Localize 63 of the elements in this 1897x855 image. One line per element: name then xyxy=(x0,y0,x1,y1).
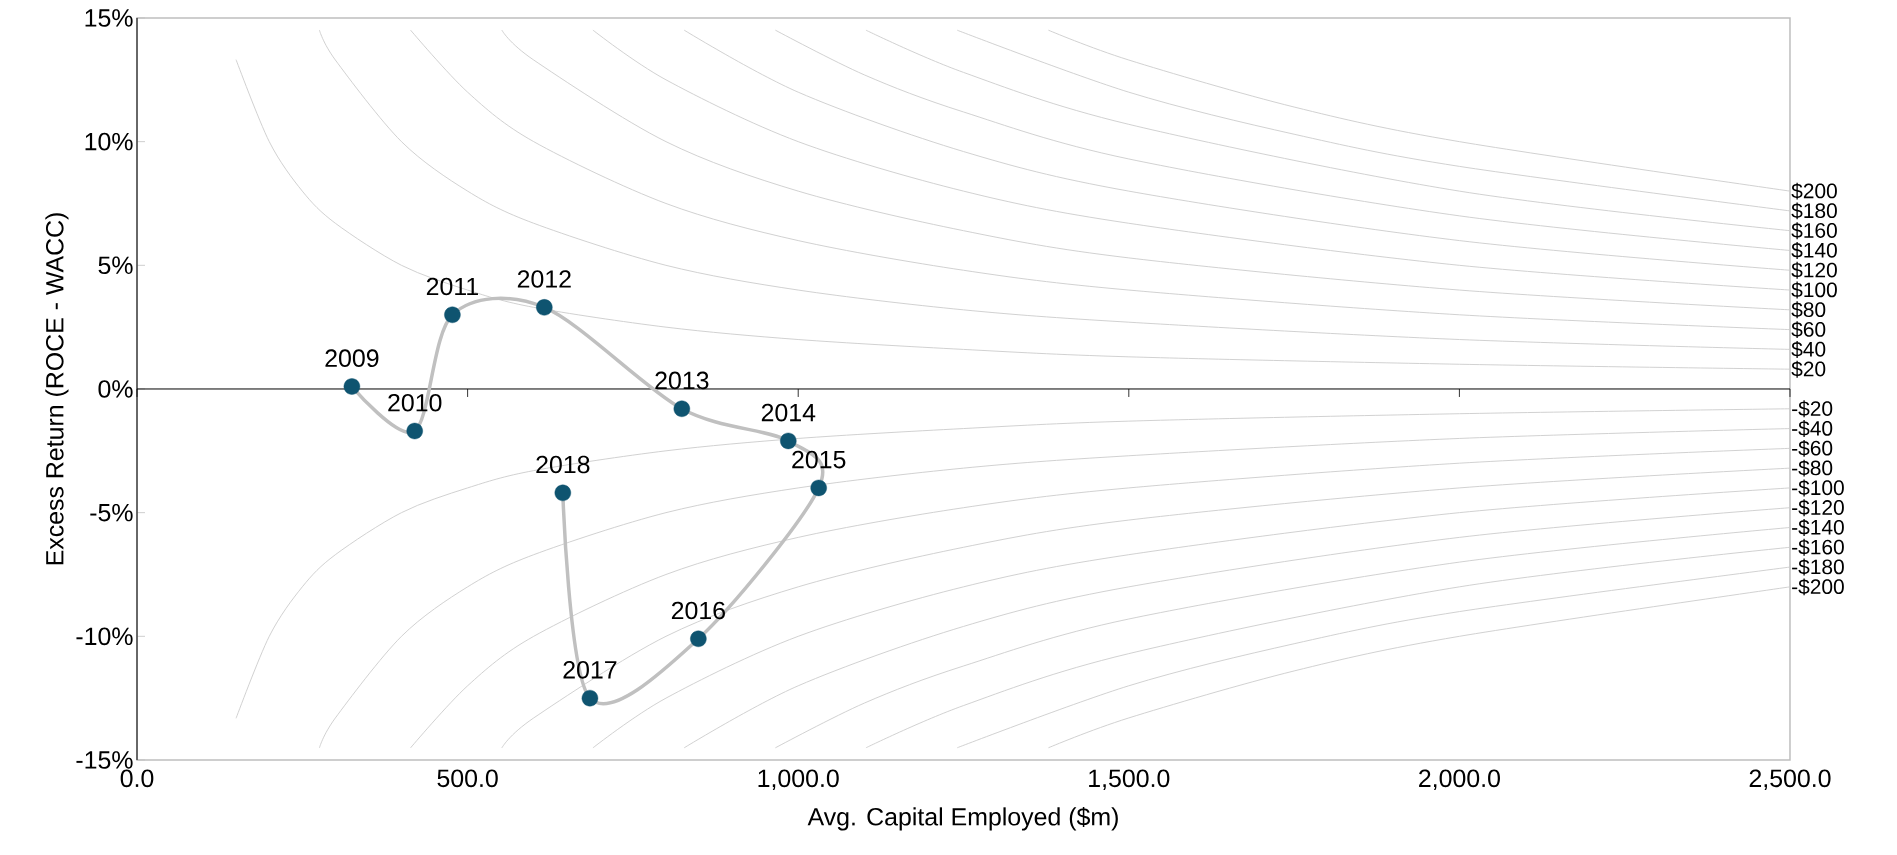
point xyxy=(581,689,599,707)
point xyxy=(673,400,691,417)
series-label: $100 xyxy=(1791,281,1837,299)
line-series xyxy=(865,29,1791,232)
series-label: $40 xyxy=(1791,340,1826,358)
annotation: 2016 xyxy=(671,601,725,620)
point xyxy=(343,378,361,395)
annotation: 2018 xyxy=(536,455,590,474)
annotation: 2014 xyxy=(761,403,816,422)
x-tick-label: 0.0 xyxy=(120,769,154,788)
line-series xyxy=(775,29,1791,251)
series-label: $200 xyxy=(1791,182,1837,200)
x-axis-title: Avg. Capital Employed ($m) xyxy=(807,806,1118,831)
series-label: -$40 xyxy=(1792,420,1833,438)
y-axis-title: Excess Return (ROCE - WACC) xyxy=(45,213,69,565)
series-label: -$20 xyxy=(1792,400,1833,418)
y-tick-label: 5% xyxy=(98,256,133,275)
series-label: -$140 xyxy=(1792,519,1844,536)
series-label: $140 xyxy=(1791,242,1837,259)
line-series xyxy=(957,566,1791,749)
line-series xyxy=(865,546,1791,749)
series-label: $180 xyxy=(1791,202,1837,220)
annotation: 2011 xyxy=(426,277,478,296)
x-tick-label: 500.0 xyxy=(437,769,498,788)
series-label: $60 xyxy=(1791,321,1826,339)
series-label: -$60 xyxy=(1792,439,1833,457)
series-label: $160 xyxy=(1791,222,1837,240)
series-label: -$120 xyxy=(1792,499,1844,517)
point xyxy=(690,630,707,647)
point xyxy=(810,479,827,497)
y-tick-label: 15% xyxy=(85,9,133,27)
annotation: 2010 xyxy=(388,393,442,412)
series-label: -$160 xyxy=(1792,538,1844,556)
line-series xyxy=(775,527,1791,749)
line-series xyxy=(1048,29,1791,192)
line-series xyxy=(957,29,1791,212)
annotation: 2012 xyxy=(517,270,571,288)
x-tick-label: 1,500.0 xyxy=(1089,769,1170,791)
x-tick-label: 2,500.0 xyxy=(1749,769,1831,791)
x-tick-label: 1,000.0 xyxy=(758,769,839,791)
y-tick-label: -5% xyxy=(90,503,133,522)
y-tick-label: 0% xyxy=(98,380,133,398)
y-tick-label: -10% xyxy=(76,627,133,646)
annotation: 2013 xyxy=(655,371,709,390)
annotation: 2015 xyxy=(792,450,846,469)
line-series xyxy=(1048,586,1791,749)
annotation: 2017 xyxy=(563,661,617,679)
point xyxy=(554,484,572,502)
series-label: -$100 xyxy=(1792,479,1844,497)
series-label: $20 xyxy=(1791,360,1826,378)
series-label: -$200 xyxy=(1792,578,1844,596)
point xyxy=(536,299,553,316)
series-label: $80 xyxy=(1791,301,1826,319)
point xyxy=(406,422,423,440)
annotation: 2009 xyxy=(325,349,379,367)
x-tick-label: 2,000.0 xyxy=(1419,769,1500,791)
y-tick-label: -15% xyxy=(76,751,133,769)
series-label: -$80 xyxy=(1792,459,1833,477)
point xyxy=(444,306,461,323)
series-label: $120 xyxy=(1791,261,1837,279)
y-tick-label: 10% xyxy=(85,132,133,151)
series-label: -$180 xyxy=(1792,558,1844,576)
point xyxy=(780,432,797,450)
